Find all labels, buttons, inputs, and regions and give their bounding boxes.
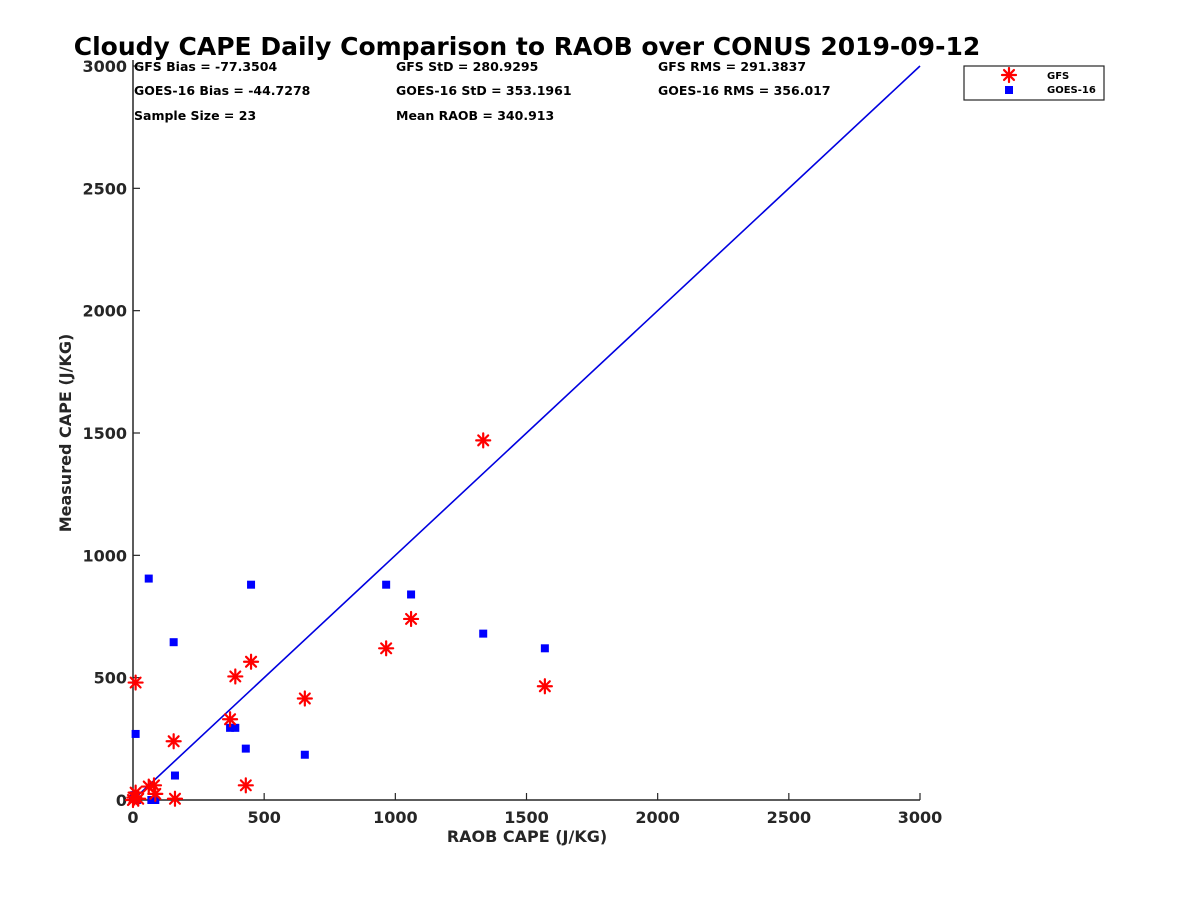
y-axis-label: Measured CAPE (J/KG) [56,334,75,533]
goes16-point [231,723,240,732]
legend-marker-gfs [1000,66,1018,84]
y-tick-label: 3000 [82,57,127,76]
y-tick-label: 1000 [82,546,127,565]
goes16-point [169,638,178,647]
x-axis-ticks: 0 500 1000 1500 2000 2500 3000 [127,793,942,827]
gfs-point [147,785,164,802]
stats-annotations: GFS Bias = -77.3504 GFS StD = 280.9295 G… [134,59,831,123]
y-tick-label: 2500 [82,179,127,198]
stat-goes-rms: GOES-16 RMS = 356.017 [658,83,831,98]
x-tick-label: 1500 [504,808,549,827]
y-tick-label: 1500 [82,424,127,443]
goes16-point [382,580,391,589]
gfs-point [237,777,254,794]
gfs-point [296,690,313,707]
goes16-point [540,644,549,653]
legend-marker-goes16 [1005,86,1013,94]
x-tick-label: 2500 [767,808,812,827]
gfs-point [165,733,182,750]
stat-sample-size: Sample Size = 23 [134,108,256,123]
goes16-point [170,771,179,780]
stat-mean-raob: Mean RAOB = 340.913 [396,108,554,123]
stat-gfs-bias: GFS Bias = -77.3504 [134,59,277,74]
gfs-point [166,790,184,807]
x-axis-label: RAOB CAPE (J/KG) [447,827,607,846]
gfs-point [242,653,260,670]
x-tick-label: 0 [127,808,138,827]
stat-goes-bias: GOES-16 Bias = -44.7278 [134,83,310,98]
goes16-point [226,723,235,732]
goes16-point [247,580,256,589]
data-points [124,432,553,809]
gfs-point [130,790,147,807]
gfs-point [475,432,492,449]
one-to-one-reference-line [132,65,921,801]
legend-label-goes16: GOES-16 [1047,85,1096,96]
goes16-point [300,750,309,759]
stat-gfs-std: GFS StD = 280.9295 [396,59,538,74]
gfs-point [402,610,420,628]
stat-goes-std: GOES-16 StD = 353.1961 [396,83,572,98]
gfs-point [378,640,395,657]
gfs-point [221,711,239,728]
gfs-point [536,678,553,695]
y-tick-label: 2000 [82,302,127,321]
x-tick-label: 500 [247,808,280,827]
legend-label-gfs: GFS [1047,71,1069,82]
gfs-point [127,674,144,691]
x-tick-label: 3000 [898,808,943,827]
y-axis-ticks: 0 500 1000 1500 2000 2500 3000 [82,57,140,810]
x-tick-label: 2000 [635,808,680,827]
y-tick-label: 0 [116,791,127,810]
goes16-point [241,744,250,753]
goes16-point [131,729,140,738]
legend-box [963,65,1105,101]
stat-gfs-rms: GFS RMS = 291.3837 [658,59,806,74]
goes16-point [407,590,416,599]
chart-title: Cloudy CAPE Daily Comparison to RAOB ove… [74,32,980,61]
goes16-point [479,629,488,638]
y-tick-label: 500 [94,669,127,688]
x-tick-label: 1000 [373,808,418,827]
legend: GFS GOES-16 [963,65,1105,101]
gfs-point [227,668,244,685]
goes16-point [144,574,153,583]
